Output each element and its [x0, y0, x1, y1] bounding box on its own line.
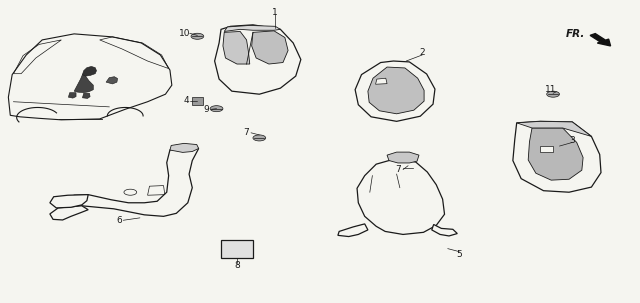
Polygon shape — [224, 25, 280, 32]
Text: 7: 7 — [244, 128, 250, 137]
Polygon shape — [170, 143, 198, 152]
Text: 7: 7 — [396, 165, 401, 174]
Polygon shape — [83, 93, 90, 98]
Circle shape — [210, 106, 223, 112]
Polygon shape — [223, 32, 250, 64]
Polygon shape — [355, 61, 435, 121]
Polygon shape — [368, 67, 424, 114]
Text: FR.: FR. — [566, 29, 585, 39]
Polygon shape — [50, 195, 88, 208]
Polygon shape — [71, 147, 198, 216]
Polygon shape — [513, 121, 601, 192]
Polygon shape — [387, 152, 419, 163]
FancyArrow shape — [590, 34, 611, 46]
Polygon shape — [432, 225, 458, 236]
Text: 4: 4 — [183, 96, 189, 105]
Polygon shape — [68, 93, 76, 98]
Text: 9: 9 — [204, 105, 209, 114]
Text: 1: 1 — [273, 8, 278, 17]
Polygon shape — [357, 159, 445, 235]
Polygon shape — [528, 128, 583, 180]
Circle shape — [547, 91, 559, 97]
Circle shape — [402, 165, 415, 171]
Polygon shape — [516, 121, 591, 136]
Text: 11: 11 — [545, 85, 557, 94]
Circle shape — [191, 33, 204, 39]
Text: 3: 3 — [570, 136, 575, 145]
Text: 8: 8 — [234, 261, 240, 270]
Polygon shape — [83, 66, 97, 76]
Polygon shape — [191, 97, 203, 105]
Polygon shape — [214, 25, 301, 94]
Text: 10: 10 — [179, 29, 190, 38]
Circle shape — [253, 135, 266, 141]
Text: 6: 6 — [116, 216, 122, 225]
Polygon shape — [252, 31, 288, 64]
Polygon shape — [50, 206, 88, 220]
Polygon shape — [540, 146, 553, 152]
Text: 2: 2 — [419, 48, 425, 57]
FancyBboxPatch shape — [221, 240, 253, 258]
Polygon shape — [106, 77, 118, 84]
Polygon shape — [74, 75, 93, 93]
Polygon shape — [338, 224, 368, 237]
Text: 5: 5 — [456, 250, 462, 258]
Polygon shape — [376, 78, 387, 84]
